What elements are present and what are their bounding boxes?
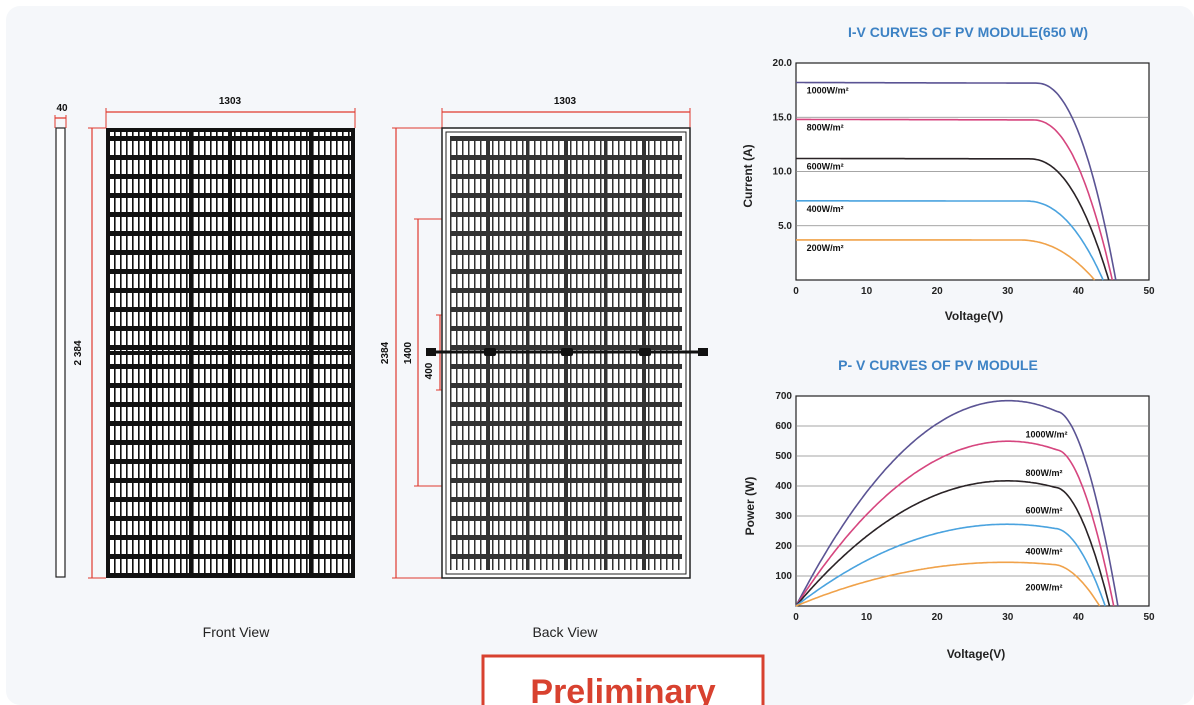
y-tick-label: 15.0 [773, 112, 793, 123]
series-label: 400W/m² [807, 204, 844, 214]
x-tick-label: 40 [1073, 612, 1085, 623]
x-tick-label: 50 [1143, 612, 1155, 623]
series-label: 800W/m² [807, 122, 844, 132]
x-tick-label: 20 [932, 612, 944, 623]
dim-height-front: 2 384 [73, 340, 84, 365]
dim-thickness: 40 [56, 103, 68, 114]
junction-box [561, 348, 573, 356]
x-tick-label: 0 [793, 612, 799, 623]
y-tick-label: 700 [775, 391, 792, 402]
y-tick-label: 500 [775, 451, 792, 462]
iv-y-axis-label: Current (A) [741, 144, 755, 207]
y-tick-label: 200 [775, 541, 792, 552]
x-tick-label: 30 [1002, 286, 1014, 297]
junction-box [484, 348, 496, 356]
y-tick-label: 20.0 [773, 58, 793, 69]
y-tick-label: 5.0 [778, 221, 792, 232]
series-label: 400W/m² [1025, 547, 1062, 557]
x-tick-label: 10 [861, 612, 873, 623]
y-tick-label: 300 [775, 511, 792, 522]
x-tick-label: 20 [932, 286, 944, 297]
iv-chart: I-V CURVES OF PV MODULE(650 W) Current (… [741, 24, 1155, 323]
series-label: 600W/m² [807, 161, 844, 171]
dim-1400: 1400 [403, 341, 414, 364]
side-profile: 40 [55, 103, 68, 577]
y-tick-label: 600 [775, 421, 792, 432]
pv-chart-title: P- V CURVES OF PV MODULE [838, 357, 1038, 373]
series-label: 200W/m² [1025, 583, 1062, 593]
side-frame [56, 128, 65, 577]
y-tick-label: 400 [775, 481, 792, 492]
x-tick-label: 30 [1002, 612, 1014, 623]
stamp-text: Preliminary [530, 673, 715, 705]
connector-right [698, 348, 708, 356]
iv-chart-title: I-V CURVES OF PV MODULE(650 W) [848, 24, 1088, 40]
iv-x-axis-label: Voltage(V) [945, 309, 1003, 323]
pv-chart: P- V CURVES OF PV MODULE Power (W) Volta… [743, 357, 1155, 661]
dim-400: 400 [424, 362, 435, 379]
back-view: 1303 2384 1400 400 Back View [380, 96, 708, 640]
x-tick-label: 10 [861, 286, 873, 297]
pv-x-axis-label: Voltage(V) [947, 647, 1005, 661]
series-label: 600W/m² [1025, 506, 1062, 516]
front-view-label: Front View [203, 624, 271, 640]
back-view-label: Back View [532, 624, 598, 640]
dim-height-back: 2384 [380, 341, 391, 364]
pv-y-axis-label: Power (W) [743, 477, 757, 536]
y-tick-label: 10.0 [773, 167, 793, 178]
x-tick-label: 50 [1143, 286, 1155, 297]
series-label: 200W/m² [807, 243, 844, 253]
datasheet-card: 40 1303 2 384 Front View 1303 2384 [6, 6, 1194, 705]
dim-width-front: 1303 [219, 96, 242, 107]
series-label: 1000W/m² [1025, 430, 1067, 440]
series-label: 800W/m² [1025, 468, 1062, 478]
dim-width-back: 1303 [554, 96, 577, 107]
junction-box [639, 348, 651, 356]
front-view: 1303 2 384 Front View [73, 96, 355, 640]
y-tick-label: 100 [775, 571, 792, 582]
series-label: 1000W/m² [807, 86, 849, 96]
x-tick-label: 0 [793, 286, 799, 297]
datasheet-drawing: 40 1303 2 384 Front View 1303 2384 [6, 6, 1194, 705]
connector-left [426, 348, 436, 356]
x-tick-label: 40 [1073, 286, 1085, 297]
preliminary-stamp: Preliminary [483, 656, 763, 705]
